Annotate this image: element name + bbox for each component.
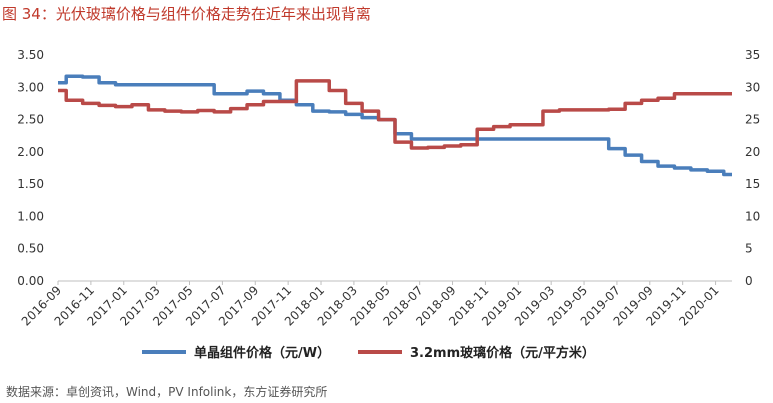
y-right-tick-label: 35 [745, 48, 760, 62]
y-left-tick-label: 1.00 [17, 209, 44, 223]
y-right-tick-label: 15 [745, 177, 760, 191]
y-left-tick-label: 0.00 [17, 274, 44, 288]
y-left-tick-label: 3.00 [17, 80, 44, 94]
chart-title: 图 34：光伏玻璃价格与组件价格走势在近年来出现背离 [2, 5, 371, 23]
y-left-tick-label: 3.50 [17, 48, 44, 62]
y-right-tick-label: 5 [745, 242, 753, 256]
y-right-tick-label: 10 [745, 209, 760, 223]
legend-label-1: 单晶组件价格（元/W） [194, 345, 330, 361]
series-line-2 [58, 79, 732, 150]
y-right-tick-label: 20 [745, 145, 760, 159]
y-right-tick-label: 0 [745, 274, 753, 288]
y-right-tick-label: 30 [745, 80, 760, 94]
y-left-tick-label: 2.50 [17, 113, 44, 127]
source-note: 数据来源：卓创资讯，Wind，PV Infolink，东方证券研究所 [6, 385, 328, 399]
y-left-tick-label: 0.50 [17, 242, 44, 256]
y-left-tick-label: 2.00 [17, 145, 44, 159]
legend-label-2: 3.2mm玻璃价格（元/平方米） [410, 345, 595, 361]
y-right-tick-label: 25 [745, 113, 760, 127]
y-left-tick-label: 1.50 [17, 177, 44, 191]
